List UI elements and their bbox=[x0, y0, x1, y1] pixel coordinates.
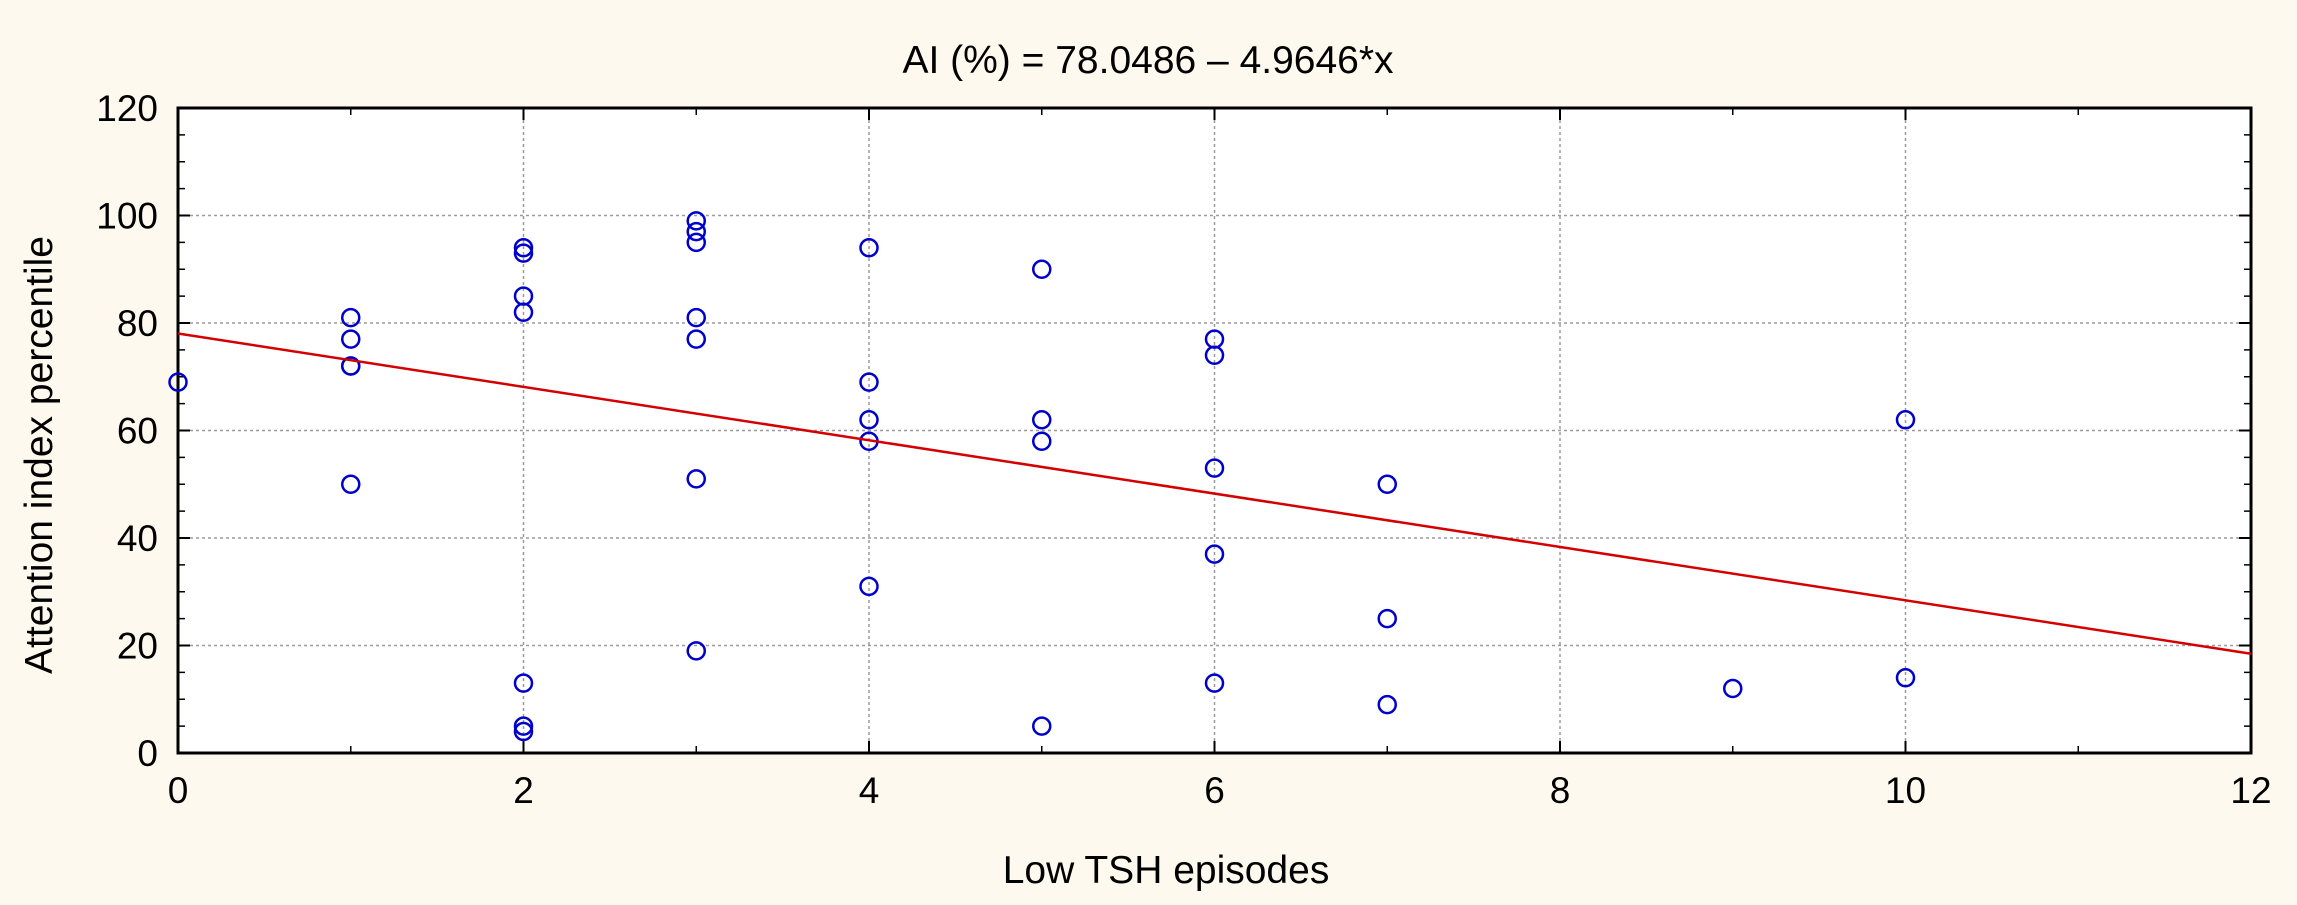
data-point bbox=[1032, 716, 1052, 736]
x-tick-labels: 0 2 4 6 8 10 12 bbox=[168, 770, 2272, 811]
axis-ticks bbox=[177, 107, 2252, 754]
data-point bbox=[513, 302, 534, 322]
data-point bbox=[1204, 544, 1225, 564]
x-tick-label: 8 bbox=[1550, 770, 1571, 811]
x-tick-label: 4 bbox=[859, 770, 880, 811]
data-point bbox=[859, 576, 879, 597]
data-point bbox=[341, 307, 361, 328]
data-point bbox=[1204, 345, 1225, 365]
data-point bbox=[1895, 668, 1916, 688]
y-tick-label: 0 bbox=[137, 733, 158, 774]
data-point bbox=[859, 372, 879, 392]
x-axis-label: Low TSH episodes bbox=[1003, 849, 1330, 892]
x-tick-label: 6 bbox=[1204, 770, 1225, 811]
data-point bbox=[168, 372, 188, 392]
data-point bbox=[686, 329, 706, 349]
data-point bbox=[341, 356, 361, 376]
data-point bbox=[341, 329, 361, 349]
data-point bbox=[1895, 410, 1916, 430]
x-tick-label: 2 bbox=[513, 770, 534, 811]
data-point bbox=[686, 221, 706, 242]
data-point bbox=[686, 469, 706, 489]
y-axis-label: Attention index percentile bbox=[18, 236, 61, 674]
data-point bbox=[686, 641, 706, 661]
x-tick-label: 12 bbox=[2230, 770, 2271, 811]
data-point bbox=[1723, 678, 1743, 699]
data-point bbox=[513, 673, 534, 693]
data-point bbox=[686, 211, 706, 231]
data-point bbox=[859, 410, 879, 430]
data-point bbox=[1032, 431, 1052, 451]
data-point bbox=[1204, 673, 1225, 693]
data-point bbox=[1204, 458, 1225, 478]
chart-title: AI (%) = 78.0486 – 4.9646*x bbox=[902, 39, 1394, 82]
regression-line-group bbox=[177, 332, 2252, 655]
y-tick-label: 100 bbox=[96, 196, 158, 237]
data-point bbox=[1377, 608, 1397, 629]
data-point bbox=[686, 232, 706, 253]
data-point bbox=[513, 243, 534, 263]
data-point bbox=[513, 238, 534, 258]
data-point bbox=[341, 474, 361, 494]
regression-line bbox=[177, 332, 2252, 655]
data-point bbox=[513, 716, 534, 736]
x-tick-label: 0 bbox=[168, 770, 189, 811]
y-tick-label: 80 bbox=[117, 303, 158, 344]
y-tick-label: 60 bbox=[117, 411, 158, 452]
data-point bbox=[1032, 410, 1052, 430]
data-point bbox=[513, 721, 534, 742]
plot-area bbox=[176, 106, 2253, 755]
data-point bbox=[1377, 694, 1397, 715]
data-point bbox=[1032, 259, 1052, 279]
y-tick-labels: 0 20 40 60 80 100 120 bbox=[96, 88, 158, 774]
data-point bbox=[1377, 474, 1397, 494]
y-tick-label: 120 bbox=[96, 88, 158, 129]
y-tick-label: 40 bbox=[117, 518, 158, 559]
data-point bbox=[859, 238, 879, 258]
y-tick-label: 20 bbox=[117, 626, 158, 667]
data-point bbox=[686, 307, 706, 328]
x-tick-label: 10 bbox=[1885, 770, 1926, 811]
data-points bbox=[168, 211, 1916, 742]
